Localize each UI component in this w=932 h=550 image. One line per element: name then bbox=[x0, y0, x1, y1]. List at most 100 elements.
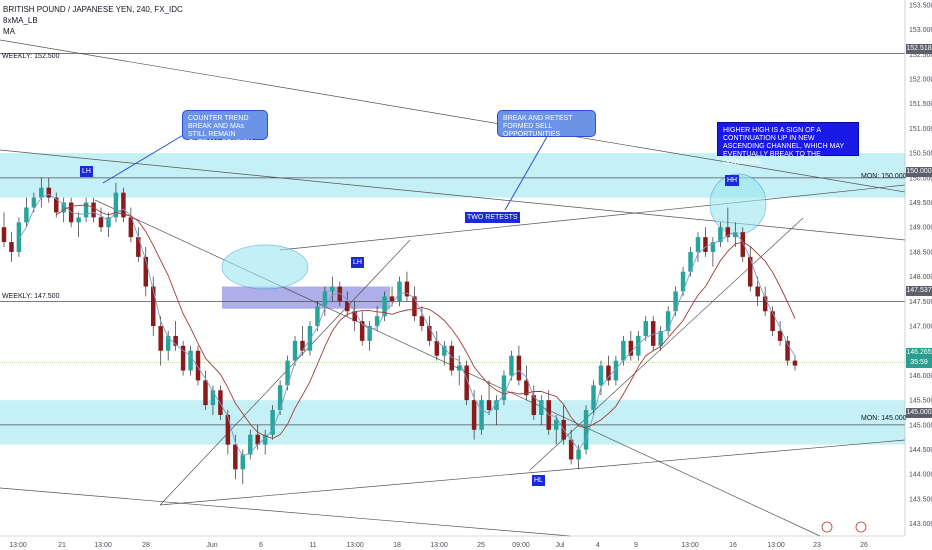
price-tick-label: 145.500 bbox=[909, 398, 932, 405]
indicator-label[interactable]: 8xMA_LB bbox=[3, 16, 38, 25]
candle-body bbox=[389, 296, 395, 302]
price-tick-label: 149.500 bbox=[909, 200, 932, 207]
callout-pointer bbox=[504, 134, 549, 211]
candle-body bbox=[740, 232, 746, 257]
time-tick-label: 13:00 bbox=[430, 542, 448, 549]
ellipse-highlight bbox=[221, 244, 309, 290]
candle-body bbox=[9, 242, 14, 252]
time-tick-label: 13:00 bbox=[767, 542, 785, 549]
moving-averages bbox=[18, 193, 796, 457]
candle-body bbox=[606, 365, 611, 381]
price-tick-label: 144.500 bbox=[909, 447, 932, 454]
candle-body bbox=[449, 345, 454, 371]
candle-body bbox=[255, 434, 260, 445]
candle-body bbox=[650, 321, 656, 346]
hl-tag[interactable]: HL bbox=[532, 475, 545, 486]
candle-body bbox=[143, 256, 149, 287]
candle-body bbox=[337, 286, 343, 302]
candle-body bbox=[419, 316, 425, 327]
candle-body bbox=[307, 326, 313, 351]
lh-tag[interactable]: LH bbox=[80, 166, 93, 177]
price-tick-label: 143.500 bbox=[909, 496, 932, 503]
candle-body bbox=[330, 286, 335, 292]
price-tick-label: 145.000 bbox=[909, 422, 932, 429]
candle-body bbox=[315, 306, 320, 327]
candle-body bbox=[553, 419, 559, 430]
support-resistance-zones bbox=[0, 153, 905, 445]
ellipse-highlight bbox=[709, 173, 767, 235]
candle-body bbox=[628, 340, 634, 356]
candle-body bbox=[509, 355, 514, 376]
counter-trend-note[interactable]: COUNTER TREND BREAK AND MAs STILL REMAIN… bbox=[182, 110, 268, 146]
short-ascending-line bbox=[159, 239, 411, 506]
time-tick-label: 9 bbox=[634, 542, 638, 549]
candle-body bbox=[576, 449, 581, 460]
price-tick-label: 151.000 bbox=[909, 126, 932, 133]
candle-body bbox=[792, 360, 798, 366]
candle-body bbox=[46, 187, 52, 198]
candle-body bbox=[121, 192, 126, 218]
candle-body bbox=[434, 340, 440, 356]
candle-body bbox=[427, 326, 432, 341]
channel-resistance-line bbox=[279, 184, 906, 251]
hh-tag[interactable]: HH bbox=[725, 175, 740, 186]
price-tag-152: 152.518 bbox=[906, 44, 932, 54]
candle-body bbox=[180, 345, 186, 371]
candle-body bbox=[61, 202, 66, 213]
time-axis: 13:00 21 13:00 28 Jun 6 11 13:00 18 13:00 25 09:00 J… bbox=[0, 521, 905, 549]
candle-body bbox=[277, 385, 283, 411]
candle-body bbox=[39, 187, 44, 198]
symbol-title: BRITISH POUND / JAPANESE YEN, 240, FX_ID… bbox=[3, 5, 183, 14]
candle-body bbox=[382, 296, 387, 317]
time-tick-label: 25 bbox=[477, 542, 485, 549]
event-marker-icon bbox=[855, 521, 867, 533]
price-tick-label: 144.000 bbox=[909, 472, 932, 479]
ma-slow-line bbox=[55, 204, 796, 439]
candle-body bbox=[524, 380, 529, 396]
break-retest-note[interactable]: BREAK AND RETEST FORMED SELL OPPORTUNITI… bbox=[497, 110, 596, 138]
countdown-tag: 35:59 bbox=[906, 358, 932, 368]
lh-tag[interactable]: LH bbox=[351, 257, 364, 268]
time-tick-label: 23 bbox=[813, 542, 821, 549]
resistance-zone-150 bbox=[0, 153, 905, 198]
candle-body bbox=[16, 222, 22, 252]
candle-body bbox=[479, 400, 484, 430]
time-tick-label: 13:00 bbox=[9, 542, 27, 549]
time-tick-label: 6 bbox=[259, 542, 263, 549]
candle-body bbox=[83, 202, 89, 218]
price-tick-label: 150.500 bbox=[909, 151, 932, 158]
candle-body bbox=[785, 340, 790, 361]
channel-support-line bbox=[529, 217, 804, 471]
time-tick-label: 13:00 bbox=[94, 542, 112, 549]
higher-high-note[interactable]: HIGHER HIGH IS A SIGN OF A CONTINUATION … bbox=[717, 122, 859, 166]
candle-body bbox=[636, 335, 641, 356]
time-tick-label: 18 bbox=[393, 542, 401, 549]
price-tick-label: 143.000 bbox=[909, 521, 932, 528]
candle-body bbox=[248, 434, 253, 455]
time-tick-label: 11 bbox=[309, 542, 316, 549]
candle-body bbox=[359, 321, 365, 341]
indicator-label[interactable]: MA bbox=[3, 27, 15, 36]
candle-body bbox=[24, 207, 29, 223]
upper-descending-line bbox=[0, 39, 906, 193]
time-tick-label: 16 bbox=[729, 542, 737, 549]
candle-body bbox=[494, 400, 499, 411]
candle-body bbox=[225, 414, 231, 445]
price-tick-label: 152.500 bbox=[909, 52, 932, 59]
price-tick-label: 153.500 bbox=[909, 2, 932, 9]
two-retests-label[interactable]: TWO RETESTS bbox=[465, 212, 520, 223]
candle-body bbox=[210, 390, 216, 406]
candle-body bbox=[53, 197, 59, 213]
candle-body bbox=[203, 380, 208, 406]
candle-body bbox=[188, 350, 193, 371]
candle-body bbox=[233, 444, 238, 470]
highlight-ellipses bbox=[221, 173, 767, 290]
time-tick-label: 28 bbox=[142, 542, 150, 549]
candle-body bbox=[733, 232, 738, 238]
candle-body bbox=[583, 410, 589, 450]
candle-body bbox=[1, 227, 7, 243]
candle-body bbox=[621, 340, 626, 361]
candle-body bbox=[270, 410, 275, 435]
trendlines bbox=[0, 39, 906, 537]
